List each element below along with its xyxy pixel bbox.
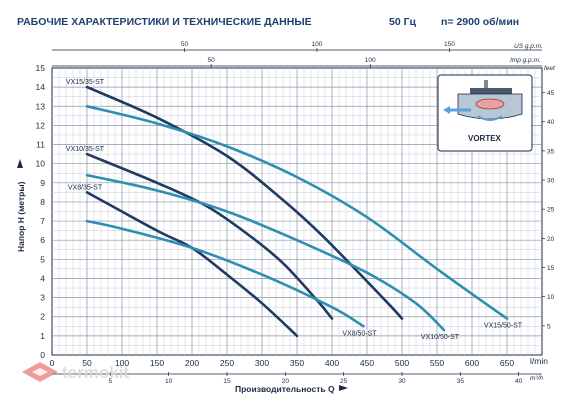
y-tick-label: 13 xyxy=(36,101,46,111)
y-tick-label: 2 xyxy=(40,312,45,322)
x-tick-label: 250 xyxy=(220,358,234,368)
m3h-tick-label: 10 xyxy=(165,378,173,385)
y-tick-label: 12 xyxy=(36,120,46,130)
y2-tick-label: 30 xyxy=(547,178,555,185)
y-tick-label: 9 xyxy=(40,178,45,188)
x-tick-label: 500 xyxy=(395,358,409,368)
speed-label: n= 2900 об/мин xyxy=(441,16,519,28)
x-tick-label: 650 xyxy=(500,358,514,368)
m3h-tick-label: 20 xyxy=(282,378,290,385)
watermark: termokit xyxy=(22,362,129,382)
y-tick-label: 0 xyxy=(40,350,45,360)
y-tick-label: 6 xyxy=(40,235,45,245)
vortex-inset: VORTEX xyxy=(437,74,533,152)
y2-tick-label: 15 xyxy=(547,265,555,272)
y2-tick-label: 20 xyxy=(547,236,555,243)
x-tick-label: 100 xyxy=(115,358,129,368)
x-tick-label: 200 xyxy=(185,358,199,368)
x-axis-title: Производительность Q xyxy=(235,384,335,394)
y-tick-label: 7 xyxy=(40,216,45,226)
series-label: VX15/35-ST xyxy=(66,79,105,86)
y-tick-label: 3 xyxy=(40,293,45,303)
lmin-unit: l/min xyxy=(530,356,548,366)
x-tick-label: 150 xyxy=(150,358,164,368)
impgpm-tick-labels: 50 100 xyxy=(207,57,376,68)
frequency-label: 50 Гц xyxy=(389,16,417,28)
y-tick-label: 4 xyxy=(40,273,45,283)
vortex-impeller-icon xyxy=(443,80,523,121)
series-line xyxy=(85,105,509,320)
series-lines xyxy=(85,85,509,338)
usgpm-unit: US g.p.m. xyxy=(514,43,543,50)
y-tick-label: 15 xyxy=(36,63,46,73)
y-tick-label: 11 xyxy=(36,140,45,150)
x-tick-labels: 0 50 100 150 200 250 300 350 400 450 500 550 600 650 xyxy=(50,358,515,368)
y-tick-label: 8 xyxy=(40,197,45,207)
impgpm-unit: Imp g.p.m. xyxy=(510,57,541,64)
x-tick-label: 350 xyxy=(290,358,304,368)
x-tick-label: 550 xyxy=(430,358,444,368)
usgpm-tick-label: 50 xyxy=(181,41,189,48)
x-axis-arrow-icon xyxy=(339,385,348,391)
series-line xyxy=(85,173,446,332)
top-axes: US g.p.m. Imp g.p.m. xyxy=(52,43,543,67)
y2-tick-labels: 5 10 15 20 25 30 35 40 45 xyxy=(542,90,555,330)
m3h-unit: m³/h xyxy=(530,375,543,382)
y2-tick-label: 40 xyxy=(547,119,555,126)
vortex-label: VORTEX xyxy=(468,134,502,143)
y2-tick-label: 25 xyxy=(547,207,555,214)
series-label: VX10/50-ST xyxy=(421,334,460,341)
m3h-tick-label: 5 xyxy=(109,378,113,385)
series-label: VX10/35-ST xyxy=(66,146,105,153)
chart-title: РАБОЧИЕ ХАРАКТЕРИСТИКИ И ТЕХНИЧЕСКИЕ ДАН… xyxy=(17,16,312,28)
series-label: VX15/50-ST xyxy=(484,323,523,330)
impgpm-tick-label: 50 xyxy=(207,57,215,64)
usgpm-tick-label: 150 xyxy=(444,41,455,48)
x-tick-label: 50 xyxy=(82,358,92,368)
series-label: VX8/50-ST xyxy=(342,330,377,337)
y-tick-label: 1 xyxy=(40,331,45,341)
y2-unit: feet xyxy=(544,65,556,72)
y-axis-arrow-icon xyxy=(17,159,23,168)
m3h-tick-label: 25 xyxy=(340,378,348,385)
x-tick-label: 400 xyxy=(325,358,339,368)
y-axis-title: Напор H (метры) xyxy=(16,181,26,252)
y2-tick-label: 35 xyxy=(547,148,555,155)
y-tick-label: 10 xyxy=(36,159,46,169)
m3h-tick-label: 30 xyxy=(398,378,406,385)
series-line xyxy=(85,191,299,338)
x-tick-label: 300 xyxy=(255,358,269,368)
series-label: VX8/35-ST xyxy=(68,184,103,191)
series-line xyxy=(85,85,404,320)
series-line xyxy=(85,219,365,328)
y2-tick-label: 45 xyxy=(547,90,555,97)
y2-tick-label: 5 xyxy=(547,323,551,330)
watermark-text: termokit xyxy=(62,363,129,382)
x-tick-label: 450 xyxy=(360,358,374,368)
m3h-tick-label: 15 xyxy=(223,378,231,385)
series-labels: VX15/35-ST VX15/50-ST VX10/35-ST VX10/50-ST… xyxy=(66,79,523,341)
m3h-tick-label: 40 xyxy=(515,378,523,385)
x-tick-label: 0 xyxy=(50,358,55,368)
x-tick-label: 600 xyxy=(465,358,479,368)
usgpm-tick-label: 100 xyxy=(312,41,323,48)
usgpm-tick-labels: 50 100 150 xyxy=(181,41,455,52)
m3h-tick-labels: 5 10 15 20 25 30 35 40 xyxy=(109,372,523,385)
y-tick-label: 14 xyxy=(36,82,46,92)
impgpm-tick-label: 100 xyxy=(365,57,376,64)
y2-tick-label: 10 xyxy=(547,294,555,301)
y-tick-label: 5 xyxy=(40,254,45,264)
m3h-tick-label: 35 xyxy=(457,378,465,385)
